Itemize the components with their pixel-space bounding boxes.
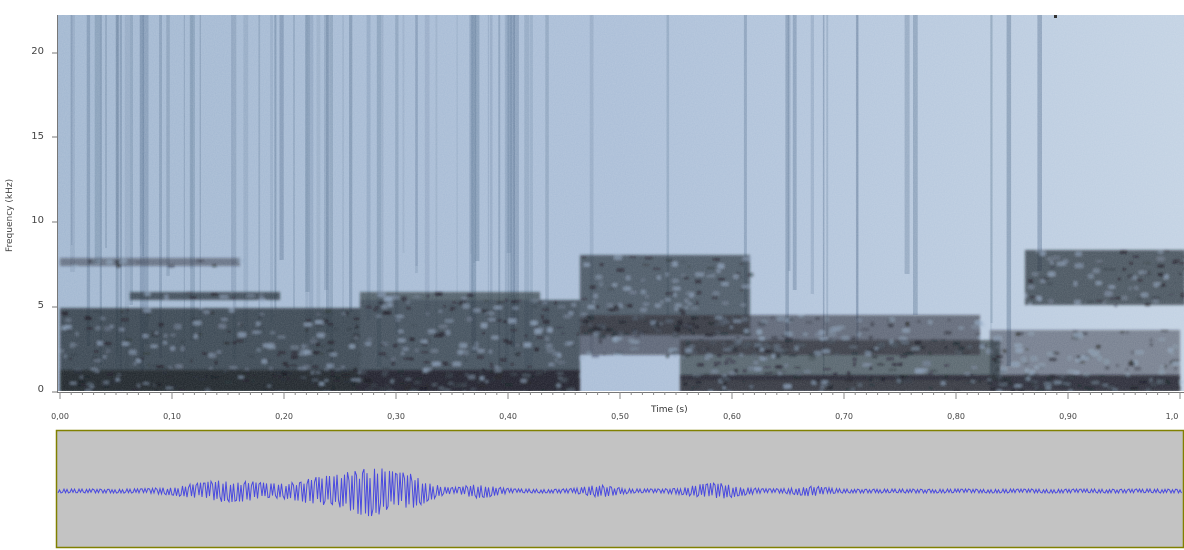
y-axis-label-text: Frequency (kHz)	[5, 178, 15, 252]
x-tick-label: 0,20	[275, 412, 293, 421]
x-tick-label: 0,40	[499, 412, 517, 421]
x-tick-label: 0,70	[835, 412, 853, 421]
x-tick-label: 0,60	[723, 412, 741, 421]
y-tick-label: 10	[31, 215, 44, 226]
x-tick-label: 0,30	[387, 412, 405, 421]
y-tick-label: 15	[31, 131, 44, 142]
x-tick-marks	[59, 392, 1181, 399]
x-tick-label: 0,00	[51, 412, 69, 421]
x-tick-label: 0,10	[163, 412, 181, 421]
y-tick-label: 5	[37, 300, 44, 311]
x-axis-label: Time (s)	[648, 405, 691, 415]
y-tick-label: 0	[37, 384, 44, 395]
energy-speckle	[359, 390, 365, 391]
y-tick-label: 20	[31, 46, 44, 57]
x-tick-label: 0,90	[1059, 412, 1077, 421]
spectrogram-panel	[52, 15, 1184, 399]
x-tick-label: 0,50	[611, 412, 629, 421]
spectrogram-grain	[58, 15, 1184, 391]
top-marker	[1054, 15, 1057, 18]
y-tick-marks	[52, 52, 57, 393]
x-tick-label: 0,80	[947, 412, 965, 421]
waveform-signal	[57, 468, 1182, 517]
waveform-panel	[55, 429, 1184, 549]
y-axis-label: Frequency (kHz)	[3, 179, 17, 260]
x-tick-label: 1,0	[1165, 412, 1179, 421]
